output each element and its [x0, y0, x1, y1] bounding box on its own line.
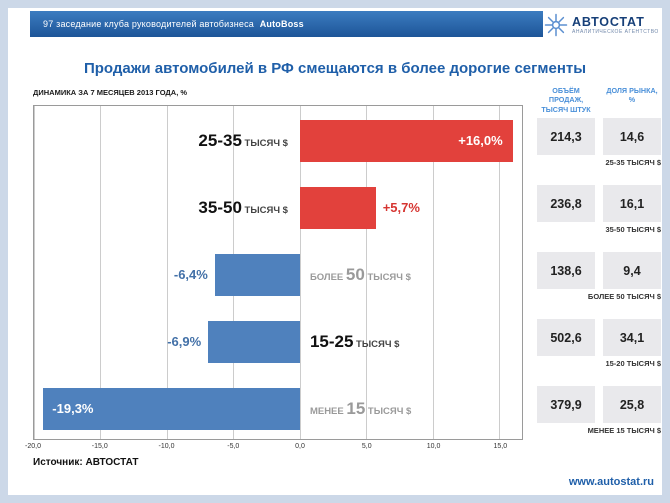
gridline: [299, 106, 301, 439]
gridline: [34, 106, 35, 439]
logo-subtitle: АНАЛИТИЧЕСКОЕ АГЕНТСТВО: [572, 29, 659, 35]
bar-category-label: БОЛЕЕ 50 ТЫСЯЧ $: [309, 265, 411, 284]
x-tick-label: -10,0: [158, 443, 175, 450]
segment-row: 502,6 34,1 15-20 ТЫСЯЧ $: [537, 319, 661, 371]
volume-value: 138,6: [537, 252, 595, 289]
gridline: [432, 106, 434, 439]
gridline: [100, 106, 102, 439]
volume-value: 502,6: [537, 319, 595, 356]
gridline: [166, 106, 168, 439]
segment-row: 138,6 9,4 БОЛЕЕ 50 ТЫСЯЧ $: [537, 252, 661, 304]
x-tick-label: -5,0: [227, 443, 240, 450]
slide: 97 заседание клуба руководителей автобиз…: [8, 8, 662, 495]
share-value: 25,8: [603, 386, 661, 423]
x-tick-label: 5,0: [361, 443, 372, 450]
page-title: Продажи автомобилей в РФ смещаются в бол…: [83, 60, 587, 77]
bar-segment-1: [299, 120, 513, 162]
segment-label: МЕНЕЕ 15 ТЫСЯЧ $: [587, 426, 661, 435]
x-tick-label: 10,0: [426, 443, 441, 450]
bar-segment-2: [299, 187, 376, 229]
share-value: 9,4: [603, 252, 661, 289]
chart-title: ДИНАМИКА ЗА 7 МЕСЯЦЕВ 2013 ГОДА, %: [33, 88, 188, 97]
x-axis: -20,0 -15,0 -10,0 -5,0 0,0 5,0 10,0 15,0: [25, 443, 523, 455]
gridline: [366, 106, 368, 439]
segment-label: 25-35 ТЫСЯЧ $: [605, 158, 661, 167]
event-title: 97 заседание клуба руководителей автобиз…: [43, 19, 304, 29]
x-tick-label: -20,0: [25, 443, 41, 450]
x-tick-label: -15,0: [91, 443, 108, 450]
bar-value-label: -6,4%: [173, 267, 208, 282]
volume-value: 379,9: [537, 386, 595, 423]
share-column-header: ДОЛЯ РЫНКА, %: [606, 86, 658, 105]
segment-row: 236,8 16,1 35-50 ТЫСЯЧ $: [537, 185, 661, 237]
website-link[interactable]: www.autostat.ru: [568, 476, 654, 488]
volume-value: 214,3: [537, 118, 595, 155]
event-title-text: 97 заседание клуба руководителей автобиз…: [43, 19, 257, 29]
bar-value-label: +16,0%: [458, 133, 503, 148]
volume-value: 236,8: [537, 185, 595, 222]
bar-category-label: МЕНЕЕ 15 ТЫСЯЧ $: [309, 399, 412, 418]
event-title-bold: AutoBoss: [259, 19, 304, 29]
bar-value-label: -6,9%: [167, 334, 202, 349]
volume-column-header: ОБЪЁМ ПРОДАЖ, ТЫСЯЧ ШТУК: [541, 86, 591, 114]
segment-row: 214,3 14,6 25-35 ТЫСЯЧ $: [537, 118, 661, 170]
bar-value-label: +5,7%: [382, 200, 420, 215]
x-tick-label: 0,0: [295, 443, 305, 450]
header-bar: 97 заседание клуба руководителей автобиз…: [30, 11, 543, 37]
snowflake-icon: [544, 13, 568, 37]
bar-segment-3: [214, 254, 300, 296]
gridline: [499, 106, 501, 439]
bar-category-label: 15-25 ТЫСЯЧ $: [309, 332, 400, 351]
segment-label: 15-20 ТЫСЯЧ $: [605, 359, 661, 368]
segment-label: БОЛЕЕ 50 ТЫСЯЧ $: [587, 292, 661, 301]
bar-value-label: -19,3%: [52, 401, 94, 416]
share-value: 34,1: [603, 319, 661, 356]
x-tick-label: 15,0: [493, 443, 508, 450]
share-value: 16,1: [603, 185, 661, 222]
bar-category-label: 35-50 ТЫСЯЧ $: [198, 198, 288, 217]
bar-segment-4: [208, 321, 300, 363]
bar-segment-5: [43, 388, 300, 430]
segment-row: 379,9 25,8 МЕНЕЕ 15 ТЫСЯЧ $: [537, 386, 661, 438]
logo-text: АВТОСТАТ АНАЛИТИЧЕСКОЕ АГЕНТСТВО: [572, 15, 659, 35]
bar-category-label: 25-35 ТЫСЯЧ $: [198, 131, 288, 150]
source-note: Источник: АВТОСТАТ: [33, 457, 139, 468]
segment-label: 35-50 ТЫСЯЧ $: [605, 225, 661, 234]
logo-name: АВТОСТАТ: [572, 15, 645, 29]
share-value: 14,6: [603, 118, 661, 155]
side-panel: ОБЪЁМ ПРОДАЖ, ТЫСЯЧ ШТУК ДОЛЯ РЫНКА, % 2…: [537, 86, 661, 442]
autostat-logo: АВТОСТАТ АНАЛИТИЧЕСКОЕ АГЕНТСТВО: [544, 9, 660, 41]
plot-area: +16,0% 25-35 ТЫСЯЧ $ +5,7% 35-50 ТЫСЯЧ $ -6,…: [33, 105, 523, 440]
